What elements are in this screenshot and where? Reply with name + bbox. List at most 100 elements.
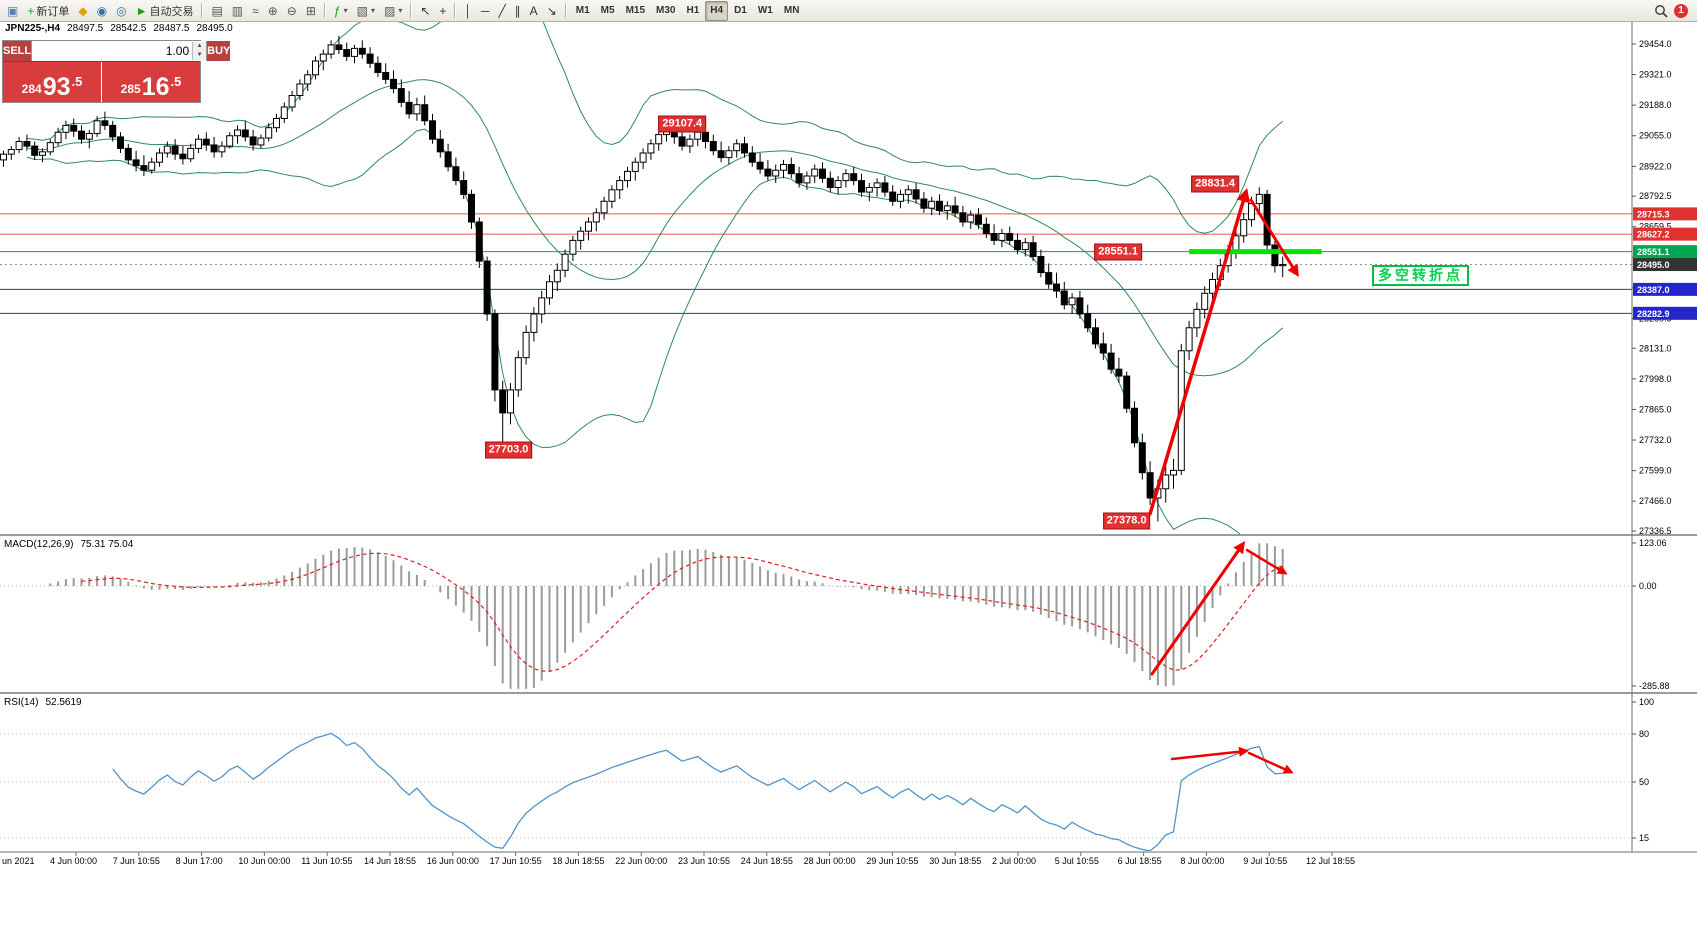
macd-values: 75.31 75.04 — [80, 539, 134, 550]
new-order-button[interactable]: + 新订单 — [23, 1, 73, 21]
buy-button[interactable]: BUY — [207, 41, 231, 61]
svg-text:29 Jun 10:55: 29 Jun 10:55 — [866, 856, 918, 866]
new-order-button-label: 新订单 — [36, 5, 70, 18]
svg-text:10 Jun 00:00: 10 Jun 00:00 — [238, 856, 290, 866]
channel-icon[interactable]: ∥ — [511, 1, 525, 21]
price-tag — [1633, 306, 1697, 320]
svg-text:7 Jun 10:55: 7 Jun 10:55 — [113, 856, 160, 866]
buy-price-prefix: 285 — [120, 82, 141, 96]
tf-mn-label: MN — [783, 5, 800, 16]
svg-text:27599.0: 27599.0 — [1639, 466, 1672, 476]
price-annotation[interactable]: 28551.1 — [1094, 243, 1142, 261]
horizontal-line-icon[interactable]: ─ — [477, 1, 494, 21]
zoom-out-icon[interactable]: ⊖ — [283, 1, 301, 21]
svg-text:28131.0: 28131.0 — [1639, 343, 1672, 353]
price-annotation[interactable]: 27378.0 — [1102, 512, 1151, 530]
tile-windows-icon[interactable]: ⊞ — [302, 1, 320, 21]
toolbar-separator — [410, 3, 413, 18]
autotrading-button[interactable]: ► 自动交易 — [132, 1, 198, 21]
price-annotation[interactable]: 28831.4 — [1191, 175, 1239, 193]
svg-text:100: 100 — [1639, 697, 1654, 707]
svg-text:27732.0: 27732.0 — [1639, 435, 1672, 445]
low-value: 28487.5 — [153, 23, 190, 34]
volume-up-button[interactable]: ▲ — [193, 42, 207, 51]
trendline-icon-glyph: ╱ — [498, 3, 506, 18]
tf-m1[interactable]: M1 — [571, 1, 595, 21]
volume-down-button[interactable]: ▼ — [193, 51, 207, 60]
trend-note[interactable]: 多空转折点 — [1372, 265, 1469, 286]
chart-ohlc-header: JPN225-,H4 28497.5 28542.5 28487.5 28495… — [5, 23, 233, 34]
notification-badge[interactable]: 1 — [1674, 3, 1688, 18]
sell-button[interactable]: SELL — [3, 41, 32, 61]
tf-mn[interactable]: MN — [779, 1, 805, 21]
sell-price[interactable]: 284 93 .5 — [3, 62, 102, 102]
zoom-in-icon[interactable]: ⊕ — [264, 1, 282, 21]
svg-text:15: 15 — [1639, 833, 1649, 843]
toolbar-separator — [201, 3, 204, 18]
svg-text:-285.88: -285.88 — [1639, 681, 1670, 691]
price-tag — [1633, 227, 1697, 241]
tf-h1[interactable]: H1 — [681, 1, 704, 21]
text-tool-icon-glyph: A — [529, 3, 538, 18]
market-watch-icon[interactable]: ◉ — [93, 1, 111, 21]
svg-text:28282.9: 28282.9 — [1637, 309, 1670, 319]
search-icon[interactable] — [1654, 4, 1668, 18]
rsi-values: 52.5619 — [45, 697, 82, 708]
rsi-panel — [0, 732, 1632, 851]
styles-icon[interactable]: ◆ — [74, 1, 91, 21]
volume-input[interactable] — [32, 43, 193, 59]
cursor-icon-glyph: ↖ — [420, 3, 431, 18]
open-value: 28497.5 — [67, 23, 104, 34]
svg-text:29454.0: 29454.0 — [1639, 39, 1672, 49]
templates-button-glyph: ▨ — [383, 3, 396, 18]
volume-stepper: ▲ ▼ — [192, 42, 207, 60]
templates-button[interactable]: ▨ ▾ — [380, 1, 406, 21]
svg-text:16 Jun 00:00: 16 Jun 00:00 — [427, 856, 479, 866]
price-tag — [1633, 207, 1697, 221]
tf-m30-label: M30 — [656, 5, 676, 16]
tf-m30[interactable]: M30 — [651, 1, 680, 21]
trendline-icon[interactable]: ╱ — [494, 1, 509, 21]
svg-text:8 Jul 00:00: 8 Jul 00:00 — [1180, 856, 1224, 866]
tf-m15[interactable]: M15 — [621, 1, 650, 21]
svg-text:un 2021: un 2021 — [2, 856, 35, 866]
chevron-down-icon: ▾ — [370, 6, 375, 15]
macd-indicator-label: MACD(12,26,9) 75.31 75.04 — [4, 539, 134, 550]
buy-price-frac: .5 — [170, 74, 182, 89]
svg-text:29188.0: 29188.0 — [1639, 100, 1672, 110]
bar-chart-icon-glyph: ▤ — [211, 3, 223, 18]
svg-text:50: 50 — [1639, 777, 1649, 787]
autotrading-button-glyph: ► — [135, 3, 148, 18]
new-chart-icon[interactable]: ▣ — [3, 1, 22, 21]
tf-h4-label: H4 — [710, 5, 724, 16]
tf-d1[interactable]: D1 — [729, 1, 752, 21]
svg-text:28922.0: 28922.0 — [1639, 161, 1672, 171]
candlestick-chart-icon-glyph: ▥ — [231, 3, 244, 18]
tf-w1[interactable]: W1 — [753, 1, 778, 21]
tf-m5-label: M5 — [600, 5, 615, 16]
indicators-button[interactable]: ƒ ▾ — [330, 1, 352, 21]
svg-text:22 Jun 00:00: 22 Jun 00:00 — [615, 856, 667, 866]
svg-text:11 Jun 10:55: 11 Jun 10:55 — [301, 856, 352, 866]
macd-panel — [0, 541, 1632, 689]
volume-box: ▲ ▼ — [31, 41, 208, 61]
bar-chart-icon[interactable]: ▤ — [207, 1, 226, 21]
line-chart-icon[interactable]: ≈ — [248, 1, 263, 21]
crosshair-icon[interactable]: + — [435, 1, 450, 21]
chart-canvas[interactable]: 29454.0 29321.0 29188.0 29055.0 28922.0 28792… — [0, 22, 1697, 944]
price-annotation[interactable]: 27703.0 — [484, 441, 533, 459]
cursor-icon[interactable]: ↖ — [416, 1, 434, 21]
arrows-tool-icon[interactable]: ↘ — [543, 1, 561, 21]
line-chart-icon-glyph: ≈ — [252, 3, 259, 18]
candlestick-chart-icon[interactable]: ▥ — [228, 1, 247, 21]
navigator-icon[interactable]: ◎ — [112, 1, 130, 21]
text-tool-icon[interactable]: A — [526, 1, 542, 21]
tf-h4[interactable]: H4 — [705, 0, 729, 21]
tf-m5[interactable]: M5 — [596, 1, 620, 21]
periods-button[interactable]: ▧ ▾ — [353, 1, 379, 21]
buy-price[interactable]: 285 16 .5 — [102, 62, 200, 102]
vertical-line-icon[interactable]: │ — [460, 1, 476, 21]
chevron-down-icon: ▾ — [343, 6, 348, 15]
price-annotation[interactable]: 29107.4 — [658, 115, 707, 133]
chart-window: 29454.0 29321.0 29188.0 29055.0 28922.0 28792… — [0, 22, 1697, 944]
